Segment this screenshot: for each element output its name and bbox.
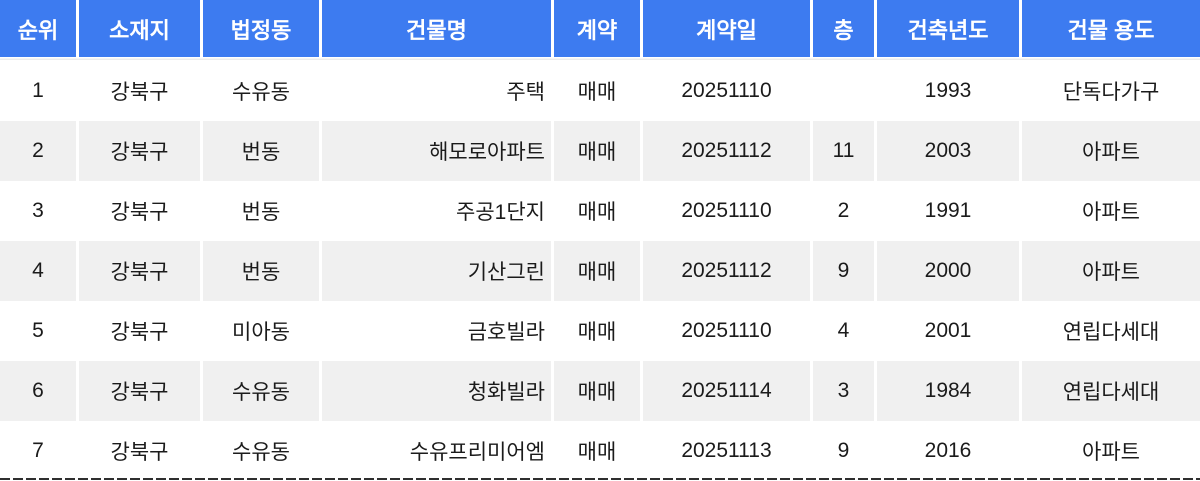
table-cell: 매매 — [554, 361, 643, 421]
column-header: 계약 — [554, 0, 643, 57]
table-cell: 강북구 — [79, 301, 203, 361]
table-cell: 2001 — [877, 301, 1022, 361]
table-bottom-border — [0, 477, 1200, 480]
table-cell: 주택 — [322, 61, 554, 121]
table-cell: 강북구 — [79, 181, 203, 241]
table-cell: 2 — [813, 181, 877, 241]
table-cell: 3 — [813, 361, 877, 421]
table-cell: 미아동 — [203, 301, 322, 361]
column-header: 층 — [813, 0, 877, 57]
table-cell: 1993 — [877, 61, 1022, 121]
table-row: 2 강북구 번동 해모로아파트 매매 20251112 11 2003 아파트 — [0, 121, 1200, 181]
table-cell: 강북구 — [79, 421, 203, 481]
table-cell: 번동 — [203, 181, 322, 241]
table-cell: 강북구 — [79, 361, 203, 421]
table-cell: 강북구 — [79, 61, 203, 121]
table-cell: 아파트 — [1022, 241, 1200, 301]
table-cell: 금호빌라 — [322, 301, 554, 361]
table-cell: 매매 — [554, 61, 643, 121]
table-cell: 5 — [0, 301, 79, 361]
table-row: 3 강북구 번동 주공1단지 매매 20251110 2 1991 아파트 — [0, 181, 1200, 241]
table-cell: 매매 — [554, 421, 643, 481]
column-header: 법정동 — [203, 0, 322, 57]
table-row: 1 강북구 수유동 주택 매매 20251110 1993 단독다가구 — [0, 61, 1200, 121]
table-cell: 1991 — [877, 181, 1022, 241]
table-cell: 매매 — [554, 181, 643, 241]
table-cell: 수유동 — [203, 361, 322, 421]
column-header: 건물 용도 — [1022, 0, 1200, 57]
column-header: 계약일 — [643, 0, 813, 57]
table-cell: 해모로아파트 — [322, 121, 554, 181]
column-header: 건물명 — [322, 0, 554, 57]
table-cell: 20251110 — [643, 181, 813, 241]
table-cell: 4 — [813, 301, 877, 361]
table-cell: 연립다세대 — [1062, 321, 1160, 344]
table-cell: 20251110 — [643, 301, 813, 361]
table-cell: 1 — [0, 61, 79, 121]
table-cell: 3 — [0, 181, 79, 241]
table-cell: 수유동 — [203, 61, 322, 121]
table-cell: 9 — [813, 421, 877, 481]
table-cell: 20251113 — [643, 421, 813, 481]
table-row: 6 강북구 수유동 청화빌라 매매 20251114 3 1984 연립다세대 — [0, 361, 1200, 421]
table-cell: 매매 — [554, 301, 643, 361]
table-cell: 수유프리미어엠 — [322, 421, 554, 481]
table-cell: 2 — [0, 121, 79, 181]
column-header: 소재지 — [79, 0, 203, 57]
table-cell: 2003 — [877, 121, 1022, 181]
table-cell: 번동 — [203, 241, 322, 301]
table-row: 5 강북구 미아동 금호빌라 매매 20251110 4 2001 연립다세대 — [0, 301, 1200, 361]
table-cell: 아파트 — [1082, 441, 1140, 464]
table-cell: 아파트 — [1082, 201, 1140, 224]
column-header: 순위 — [0, 0, 79, 57]
table-cell: 20251112 — [643, 241, 813, 301]
table-cell: 주공1단지 — [322, 181, 554, 241]
table-cell: 2016 — [877, 421, 1022, 481]
table-cell: 9 — [813, 241, 877, 301]
table-cell: 수유동 — [203, 421, 322, 481]
table-cell: 2000 — [877, 241, 1022, 301]
table-row: 7 강북구 수유동 수유프리미어엠 매매 20251113 9 2016 아파트 — [0, 421, 1200, 481]
header-divider — [0, 57, 1200, 61]
table-cell: 20251110 — [643, 61, 813, 121]
table-cell: 매매 — [554, 121, 643, 181]
table-cell: 번동 — [203, 121, 322, 181]
table-cell: 강북구 — [79, 121, 203, 181]
table-cell: 7 — [0, 421, 79, 481]
table-cell: 매매 — [554, 241, 643, 301]
table-cell: 20251114 — [643, 361, 813, 421]
table-cell: 6 — [0, 361, 79, 421]
table-row: 4 강북구 번동 기산그린 매매 20251112 9 2000 아파트 — [0, 241, 1200, 301]
table-cell: 단독다가구 — [1062, 81, 1160, 104]
table-cell: 기산그린 — [322, 241, 554, 301]
table-cell: 4 — [0, 241, 79, 301]
table-cell: 강북구 — [79, 241, 203, 301]
table-cell: 아파트 — [1022, 121, 1200, 181]
table-cell: 연립다세대 — [1022, 361, 1200, 421]
table-cell: 20251112 — [643, 121, 813, 181]
table-cell: 11 — [813, 121, 877, 181]
header-row: 순위 소재지 법정동 건물명 계약 계약일 층 건축년도 건물 용도 — [0, 0, 1200, 57]
table-cell — [813, 61, 877, 121]
column-header: 건축년도 — [877, 0, 1022, 57]
table-cell: 청화빌라 — [322, 361, 554, 421]
table-cell: 1984 — [877, 361, 1022, 421]
